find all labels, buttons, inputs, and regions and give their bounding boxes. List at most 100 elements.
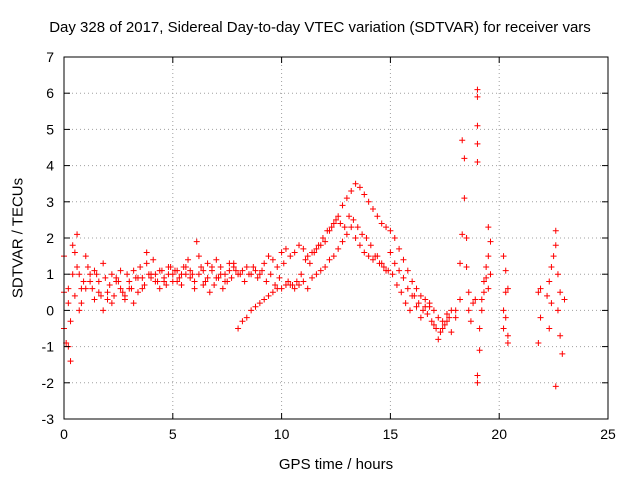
data-point-marker (78, 300, 85, 307)
grid-lines (64, 57, 608, 419)
data-point-marker (339, 238, 346, 245)
data-point-marker (296, 242, 303, 249)
data-point-marker (322, 263, 329, 270)
data-point-marker (217, 263, 224, 270)
data-point-marker (391, 235, 398, 241)
data-point-marker (106, 282, 113, 289)
x-tick-label: 15 (383, 426, 399, 442)
data-point-marker (187, 274, 194, 281)
data-point-marker (261, 296, 268, 303)
data-point-marker (457, 296, 464, 303)
axis-ticks (63, 56, 609, 420)
data-point-marker (139, 285, 146, 292)
data-point-marker (193, 238, 200, 245)
data-point-marker (387, 227, 394, 234)
y-tick-label: 3 (46, 194, 54, 210)
data-point-marker (472, 296, 479, 303)
data-point-marker (276, 274, 283, 281)
data-point-marker (465, 289, 472, 296)
data-point-marker (87, 271, 94, 278)
data-point-marker (415, 300, 422, 307)
data-point-marker (119, 289, 126, 296)
data-point-marker (546, 278, 553, 285)
data-point-marker (487, 271, 494, 278)
y-tick-label: -2 (42, 375, 55, 391)
data-point-marker (448, 329, 455, 336)
data-point-marker (117, 285, 124, 292)
data-point-marker (180, 263, 187, 270)
data-point-marker (378, 260, 385, 267)
data-point-marker (298, 271, 305, 278)
data-point-marker (485, 224, 492, 231)
data-point-marker (474, 122, 481, 129)
data-point-marker (404, 267, 411, 274)
data-point-marker (391, 260, 398, 267)
data-point-marker (552, 227, 559, 234)
data-point-marker (95, 289, 102, 296)
data-point-marker (452, 307, 459, 314)
data-point-marker (176, 274, 183, 281)
data-point-marker (435, 336, 442, 343)
data-point-marker (104, 296, 111, 303)
data-point-marker (74, 263, 81, 270)
data-point-marker (224, 278, 231, 285)
data-point-marker (378, 220, 385, 227)
data-point-marker (82, 253, 89, 260)
chart-title: Day 328 of 2017, Sidereal Day-to-day VTE… (49, 19, 591, 36)
data-point-marker (330, 253, 337, 260)
data-point-marker (252, 267, 259, 274)
data-point-marker (561, 296, 568, 303)
data-point-marker (413, 303, 420, 310)
data-point-marker (267, 271, 274, 278)
data-point-marker (459, 231, 466, 238)
data-point-marker (474, 158, 481, 165)
data-point-marker (346, 213, 353, 220)
x-tick-label: 10 (274, 426, 290, 442)
data-point-marker (426, 300, 433, 307)
data-point-marker (95, 278, 102, 285)
data-point-marker (143, 260, 150, 267)
data-point-marker (191, 285, 198, 292)
data-point-marker (272, 282, 279, 289)
data-point-marker (365, 198, 372, 205)
data-point-marker (113, 278, 120, 285)
data-point-marker (302, 256, 309, 263)
data-point-marker (459, 137, 466, 144)
data-point-marker (548, 300, 555, 307)
data-point-marker (121, 292, 128, 299)
data-point-marker (69, 242, 76, 249)
data-point-marker (204, 274, 211, 281)
data-point-marker (435, 314, 442, 321)
data-point-marker (361, 191, 368, 198)
data-point-marker (163, 282, 170, 289)
data-point-marker (546, 325, 553, 332)
data-point-marker (433, 325, 440, 332)
data-point-marker (467, 318, 474, 325)
data-point-marker (130, 300, 137, 307)
data-point-marker (67, 318, 74, 325)
data-point-marker (476, 325, 483, 332)
data-point-marker (413, 285, 420, 292)
data-point-marker (206, 289, 213, 296)
y-axis-label: SDTVAR / TECUs (9, 177, 27, 299)
data-point-marker (409, 278, 416, 285)
data-point-marker (76, 271, 83, 278)
data-point-marker (354, 224, 361, 231)
data-point-marker (537, 285, 544, 292)
data-point-marker (330, 220, 337, 227)
data-point-marker (428, 318, 435, 325)
data-point-marker (154, 278, 161, 285)
data-point-marker (417, 292, 424, 299)
data-point-marker (278, 285, 285, 292)
data-point-marker (398, 289, 405, 296)
data-point-marker (383, 224, 390, 231)
data-point-marker (359, 231, 366, 238)
data-point-marker (300, 278, 307, 285)
data-point-marker (356, 184, 363, 191)
data-point-marker (476, 347, 483, 354)
data-point-marker (389, 271, 396, 278)
data-point-marker (215, 274, 222, 281)
data-point-marker (80, 278, 87, 285)
data-point-marker (137, 263, 144, 270)
